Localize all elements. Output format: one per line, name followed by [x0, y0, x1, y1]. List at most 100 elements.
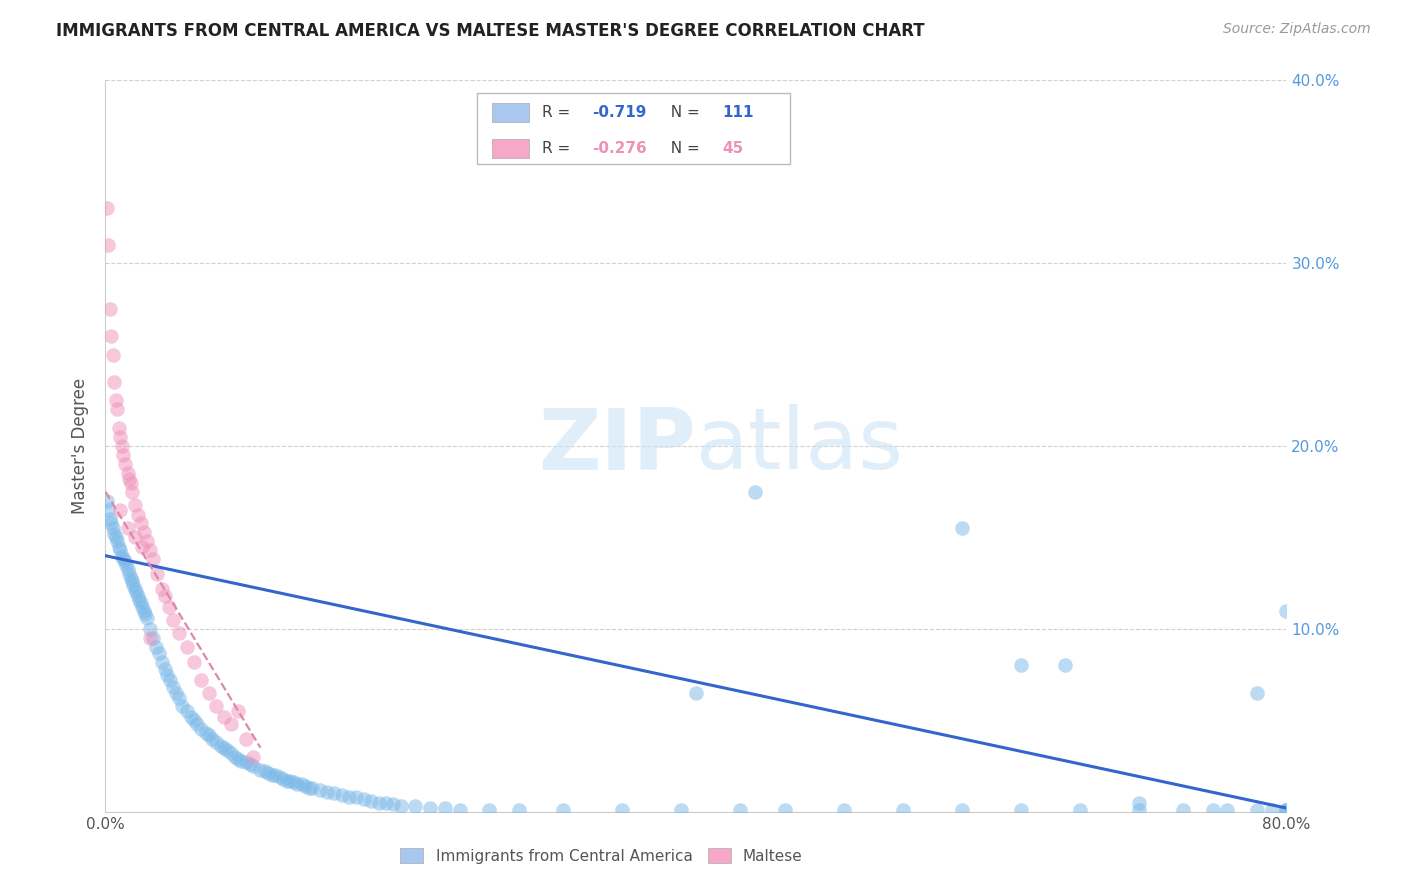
Point — [832, 803, 855, 817]
Point — [219, 717, 242, 731]
Point — [197, 728, 219, 742]
Point — [162, 681, 184, 695]
Point — [183, 655, 205, 669]
Point — [101, 348, 124, 362]
Point — [156, 667, 179, 681]
Point — [110, 503, 132, 517]
Point — [131, 599, 153, 614]
Point — [610, 803, 633, 817]
Point — [180, 709, 202, 723]
Point — [150, 582, 173, 596]
Point — [142, 631, 165, 645]
Point — [112, 552, 135, 566]
Point — [107, 540, 129, 554]
Point — [1246, 686, 1268, 700]
Point — [374, 796, 398, 810]
Text: N =: N = — [661, 141, 704, 156]
Point — [190, 673, 212, 687]
Point — [337, 790, 360, 805]
Point — [138, 543, 162, 558]
Point — [389, 799, 412, 814]
Point — [353, 792, 375, 806]
Point — [190, 723, 212, 737]
Point — [186, 717, 208, 731]
Point — [138, 631, 162, 645]
Point — [103, 375, 125, 389]
Text: 111: 111 — [721, 105, 754, 120]
Point — [117, 561, 139, 575]
Point — [125, 585, 148, 599]
Point — [283, 775, 305, 789]
Point — [262, 768, 284, 782]
Text: 45: 45 — [721, 141, 744, 156]
Point — [121, 484, 143, 499]
Point — [205, 698, 228, 713]
Point — [100, 516, 122, 530]
Point — [346, 790, 368, 805]
Point — [96, 493, 118, 508]
Point — [287, 777, 309, 791]
Point — [120, 571, 142, 585]
Point — [128, 592, 150, 607]
Point — [111, 439, 134, 453]
Point — [235, 731, 257, 746]
Point — [224, 749, 246, 764]
Legend: Immigrants from Central America, Maltese: Immigrants from Central America, Maltese — [394, 842, 808, 870]
Point — [242, 759, 264, 773]
Point — [212, 709, 235, 723]
Point — [194, 726, 217, 740]
Point — [508, 803, 530, 817]
Point — [114, 554, 136, 568]
Point — [153, 589, 176, 603]
Point — [235, 756, 257, 770]
Point — [197, 686, 219, 700]
Point — [107, 421, 129, 435]
Point — [1010, 803, 1032, 817]
Point — [301, 780, 323, 795]
Text: R =: R = — [543, 105, 575, 120]
Point — [111, 549, 134, 563]
Point — [122, 578, 145, 592]
Point — [118, 567, 141, 582]
Text: ZIP: ZIP — [538, 404, 696, 488]
Point — [132, 524, 155, 539]
Point — [98, 512, 121, 526]
Point — [115, 558, 138, 572]
Point — [176, 640, 198, 655]
Point — [253, 764, 276, 779]
Point — [1128, 796, 1150, 810]
Point — [98, 301, 121, 316]
Point — [231, 754, 253, 768]
Point — [1275, 803, 1298, 817]
Point — [129, 516, 152, 530]
Point — [1054, 658, 1077, 673]
Point — [551, 803, 574, 817]
Point — [891, 803, 914, 817]
Point — [1010, 658, 1032, 673]
Point — [744, 484, 766, 499]
Point — [242, 749, 264, 764]
Point — [135, 534, 157, 549]
FancyBboxPatch shape — [492, 139, 530, 158]
Point — [671, 803, 693, 817]
Point — [1216, 803, 1239, 817]
Point — [728, 803, 751, 817]
Point — [478, 803, 501, 817]
Point — [219, 746, 242, 760]
Point — [104, 530, 127, 544]
Point — [239, 757, 262, 772]
Point — [367, 796, 389, 810]
Point — [176, 704, 198, 718]
Point — [145, 640, 167, 655]
Point — [117, 521, 139, 535]
Point — [209, 739, 232, 753]
Point — [118, 472, 141, 486]
Point — [96, 202, 118, 216]
Point — [100, 329, 122, 343]
Point — [150, 655, 173, 669]
Point — [249, 763, 271, 777]
Point — [294, 779, 316, 793]
FancyBboxPatch shape — [492, 103, 530, 122]
Point — [117, 467, 139, 481]
Point — [127, 589, 149, 603]
